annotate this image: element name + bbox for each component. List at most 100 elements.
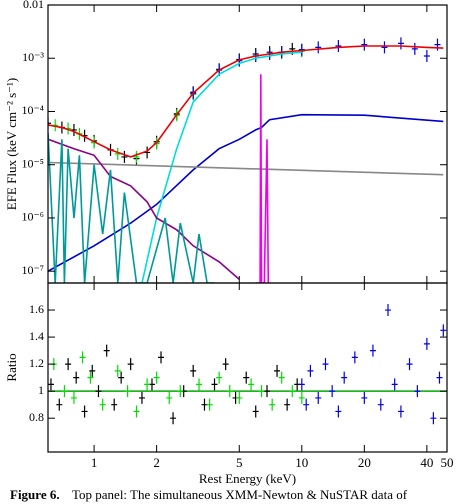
- y-tick-label: 0.01: [23, 0, 44, 11]
- data-point: [190, 364, 197, 377]
- x-tick-label: 40: [420, 455, 433, 470]
- y-tick-label: 0.8: [29, 410, 44, 424]
- data-point: [397, 405, 404, 418]
- data-point: [278, 371, 285, 384]
- data-point: [158, 351, 165, 364]
- data-point: [70, 391, 77, 404]
- data-point: [252, 405, 259, 418]
- data-point: [114, 364, 121, 377]
- y-tick-label: 10⁻⁷: [21, 263, 44, 277]
- data-point: [222, 358, 229, 371]
- y-tick-label: 1: [38, 383, 44, 397]
- x-tick-label: 5: [236, 455, 243, 470]
- x-tick-label: 1: [91, 455, 98, 470]
- data-point: [298, 378, 305, 391]
- data-point: [127, 358, 134, 371]
- data-point: [264, 385, 271, 398]
- data-point: [170, 412, 177, 425]
- data-point: [196, 378, 203, 391]
- data-point: [414, 385, 421, 398]
- data-point: [406, 358, 413, 371]
- data-point: [411, 42, 418, 55]
- data-point: [284, 398, 291, 411]
- data-point: [177, 385, 184, 398]
- plot-frame: [47, 282, 448, 453]
- model-line: [255, 74, 270, 283]
- data-point: [248, 378, 255, 391]
- data-point: [298, 391, 305, 404]
- data-point: [440, 324, 447, 337]
- y-tick-label: 10⁻⁵: [21, 156, 44, 170]
- data-point: [56, 398, 63, 411]
- caption: Top panel: The simultaneous XMM-Newton &…: [72, 487, 408, 502]
- data-point: [65, 358, 72, 371]
- data-point: [153, 371, 160, 384]
- data-point: [361, 391, 368, 404]
- data-point: [430, 412, 437, 425]
- y-axis-label: Ratio: [4, 353, 19, 381]
- model-line: [48, 132, 215, 283]
- data-point: [335, 405, 342, 418]
- data-point: [133, 405, 140, 418]
- data-point: [397, 37, 404, 50]
- data-point: [341, 371, 348, 384]
- data-point: [103, 344, 110, 357]
- data-point: [307, 364, 314, 377]
- x-tick-label: 2: [153, 455, 160, 470]
- data-point: [436, 371, 443, 384]
- data-point: [99, 398, 106, 411]
- y-tick-label: 1.4: [29, 329, 44, 343]
- model-line: [48, 45, 444, 158]
- data-point: [369, 344, 376, 357]
- y-axis-label: EFE Flux (keV cm⁻² s⁻¹): [4, 78, 19, 211]
- y-tick-label: 1.6: [29, 302, 44, 316]
- model-line: [48, 138, 240, 281]
- data-point: [216, 371, 223, 384]
- data-point: [381, 41, 388, 54]
- data-point: [201, 398, 208, 411]
- data-point: [166, 391, 173, 404]
- model-line: [141, 51, 302, 283]
- y-tick-label: 10⁻³: [22, 50, 44, 64]
- data-point: [258, 385, 265, 398]
- data-point: [48, 117, 51, 130]
- data-point: [385, 304, 392, 317]
- data-point: [144, 378, 151, 391]
- data-point: [303, 398, 310, 411]
- data-point: [79, 351, 86, 364]
- data-point: [211, 378, 218, 391]
- data-point: [138, 391, 145, 404]
- y-tick-label: 10⁻⁴: [21, 103, 44, 117]
- data-point: [335, 39, 342, 52]
- data-point: [391, 378, 398, 391]
- data-point: [377, 398, 384, 411]
- data-point: [118, 371, 125, 384]
- model-line: [48, 161, 444, 176]
- x-tick-label: 20: [358, 455, 371, 470]
- data-point: [111, 398, 118, 411]
- data-point: [289, 385, 296, 398]
- data-point: [361, 38, 368, 51]
- data-point: [351, 351, 358, 364]
- data-point: [133, 150, 140, 163]
- caption-label: Figure 6.: [10, 487, 60, 502]
- plot-area: [48, 304, 447, 425]
- data-point: [87, 371, 94, 384]
- y-tick-label: 10⁻⁶: [21, 210, 44, 224]
- y-tick-label: 1.2: [29, 356, 44, 370]
- data-point: [423, 50, 430, 63]
- data-point: [95, 385, 102, 398]
- data-point: [81, 405, 88, 418]
- data-point: [315, 391, 322, 404]
- data-point: [434, 38, 441, 51]
- x-axis-label: Rest Energy (keV): [199, 471, 296, 486]
- data-point: [315, 41, 322, 54]
- x-tick-label: 50: [441, 455, 454, 470]
- data-point: [322, 358, 329, 371]
- data-point: [206, 398, 213, 411]
- x-tick-label: 10: [295, 455, 308, 470]
- data-point: [89, 364, 96, 377]
- data-point: [269, 398, 276, 411]
- data-point: [329, 385, 336, 398]
